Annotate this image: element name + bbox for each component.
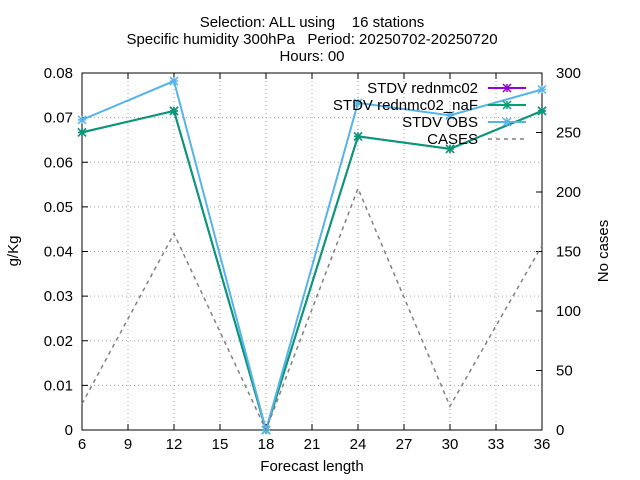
x-tick-label: 9: [124, 436, 132, 453]
x-tick-label: 33: [488, 436, 505, 453]
marker-stroke: [537, 84, 547, 95]
title-line-1: Selection: ALL using 16 stations: [200, 14, 425, 31]
y2-axis-label: No cases: [595, 220, 612, 283]
marker-stroke: [169, 106, 179, 116]
data-point: [353, 98, 363, 108]
title-line-2: Specific humidity 300hPa Period: 2025070…: [126, 31, 497, 48]
marker-stroke: [77, 127, 87, 137]
legend-label: CASES: [427, 131, 478, 148]
data-point: [77, 115, 87, 125]
data-point: [353, 131, 363, 141]
series-line: [81, 109, 543, 434]
y2-tick-labels: 0 50 100 150 200 250 300: [556, 65, 581, 439]
y2-tick-label: 50: [556, 363, 573, 380]
x-tick-label: 36: [534, 436, 551, 453]
y2-tick-label: 150: [556, 244, 581, 261]
series-line: [81, 186, 543, 432]
data-point: [537, 106, 547, 116]
series-layer: [77, 76, 547, 435]
y2-tick-label: 250: [556, 125, 581, 142]
series-3: [81, 186, 543, 432]
legend-item: STDV OBS: [402, 114, 526, 131]
y-tick-label: 0.04: [44, 244, 73, 261]
y-tick-labels: 0 0.01 0.02 0.03 0.04 0.05 0.06 0.07 0.08: [44, 65, 73, 439]
data-point: [169, 106, 179, 116]
y-tick-label: 0.05: [44, 199, 73, 216]
x-tick-label: 27: [396, 436, 413, 453]
grid: [82, 73, 542, 430]
x-tick-label: 15: [212, 436, 229, 453]
series-line: [81, 79, 543, 434]
y2-tick-label: 200: [556, 184, 581, 201]
y-tick-label: 0.01: [44, 377, 73, 394]
legend-marker: [502, 117, 512, 127]
y-tick-label: 0: [65, 422, 73, 439]
legend-item: CASES: [427, 131, 526, 148]
series-1: [77, 106, 547, 435]
marker-stroke: [353, 131, 363, 141]
x-tick-label: 12: [166, 436, 183, 453]
x-tick-label: 18: [258, 436, 275, 453]
y2-tick-label: 300: [556, 65, 581, 82]
legend-marker: [502, 100, 512, 110]
y2-tick-label: 0: [556, 422, 564, 439]
data-point: [445, 110, 455, 120]
x-axis-label: Forecast length: [260, 458, 363, 475]
x-tick-label: 21: [304, 436, 321, 453]
legend-label: STDV OBS: [402, 114, 478, 131]
legend-label: STDV rednmc02: [367, 80, 478, 97]
data-point: [537, 84, 547, 95]
data-point: [169, 76, 179, 86]
marker-stroke: [502, 83, 512, 93]
series-line: [81, 109, 543, 434]
legend-item: STDV rednmc02_naF: [333, 97, 526, 114]
data-point: [445, 144, 455, 154]
title-line-3: Hours: 00: [279, 48, 344, 65]
y-tick-label: 0.03: [44, 288, 73, 305]
x-tick-label: 30: [442, 436, 459, 453]
y-tick-label: 0.07: [44, 110, 73, 127]
chart-title: Selection: ALL using 16 stations Specifi…: [126, 14, 497, 65]
legend-marker: [502, 83, 512, 93]
y-axis-label: g/Kg: [5, 236, 22, 267]
y-tick-label: 0.06: [44, 154, 73, 171]
marker-stroke: [445, 144, 455, 154]
x-tick-label: 6: [78, 436, 86, 453]
y-tick-label: 0.02: [44, 333, 73, 350]
marker-stroke: [77, 115, 87, 125]
marker-stroke: [445, 110, 455, 120]
marker-stroke: [353, 98, 363, 108]
x-tick-label: 24: [350, 436, 367, 453]
marker-stroke: [169, 76, 179, 86]
y2-tick-label: 100: [556, 303, 581, 320]
marker-stroke: [537, 106, 547, 116]
marker-stroke: [502, 100, 512, 110]
series-0: [77, 106, 547, 435]
legend-label: STDV rednmc02_naF: [333, 97, 478, 114]
x-tick-labels: 6 9 12 15 18 21 24 27 30 33 36: [78, 436, 551, 453]
marker-stroke: [502, 117, 512, 127]
data-point: [77, 127, 87, 137]
y-tick-label: 0.08: [44, 65, 73, 82]
legend-item: STDV rednmc02: [367, 80, 526, 97]
axis-ticks: [81, 72, 543, 431]
